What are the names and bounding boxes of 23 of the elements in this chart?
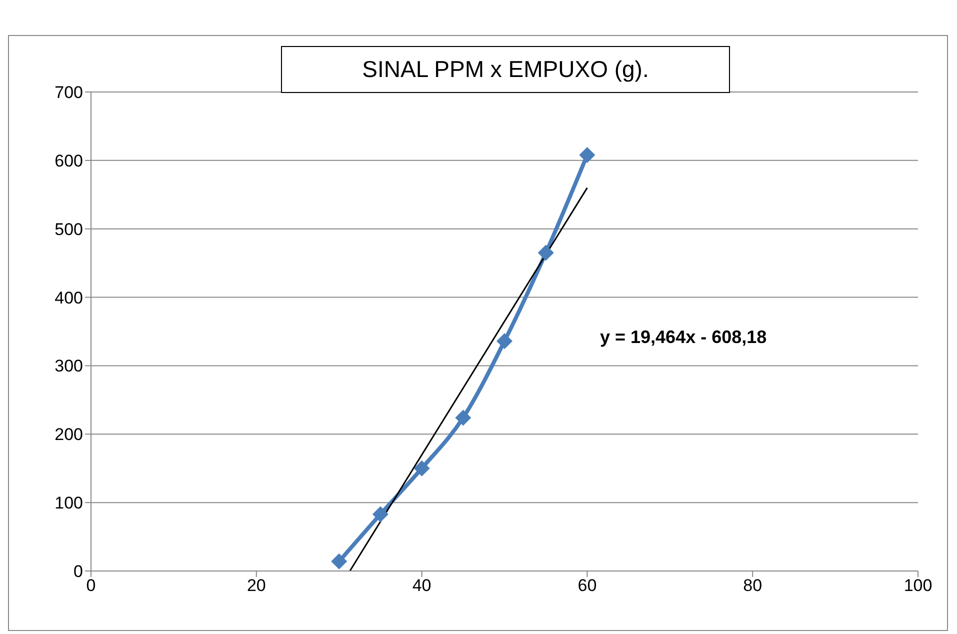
- y-tick-label: 100: [54, 494, 83, 513]
- y-tick-label: 400: [54, 288, 83, 308]
- point: [331, 553, 348, 570]
- point: [455, 410, 472, 426]
- x-tick-label: 60: [578, 576, 597, 596]
- x-tick-label: 20: [246, 576, 266, 596]
- y-tick-label: 600: [54, 151, 83, 170]
- x-tick-label: 40: [412, 576, 432, 596]
- point: [496, 333, 512, 350]
- x-tick-label: 80: [743, 576, 762, 596]
- point: [414, 460, 430, 476]
- point: [538, 244, 554, 261]
- y-tick-label: 200: [54, 425, 83, 444]
- y-tick-label: 700: [54, 83, 83, 102]
- y-tick-label: 500: [54, 220, 83, 239]
- y-tick-label: 300: [54, 356, 83, 376]
- y-tick-label: 0: [74, 562, 83, 582]
- chart-title: SINAL PPM x EMPUXO (g).: [281, 46, 730, 93]
- annotation: y = 19,464x - 608,18: [600, 327, 767, 348]
- x-tick-label: 100: [904, 576, 932, 596]
- x-tick-label: 0: [86, 576, 96, 596]
- point: [579, 146, 596, 163]
- point: [372, 506, 388, 522]
